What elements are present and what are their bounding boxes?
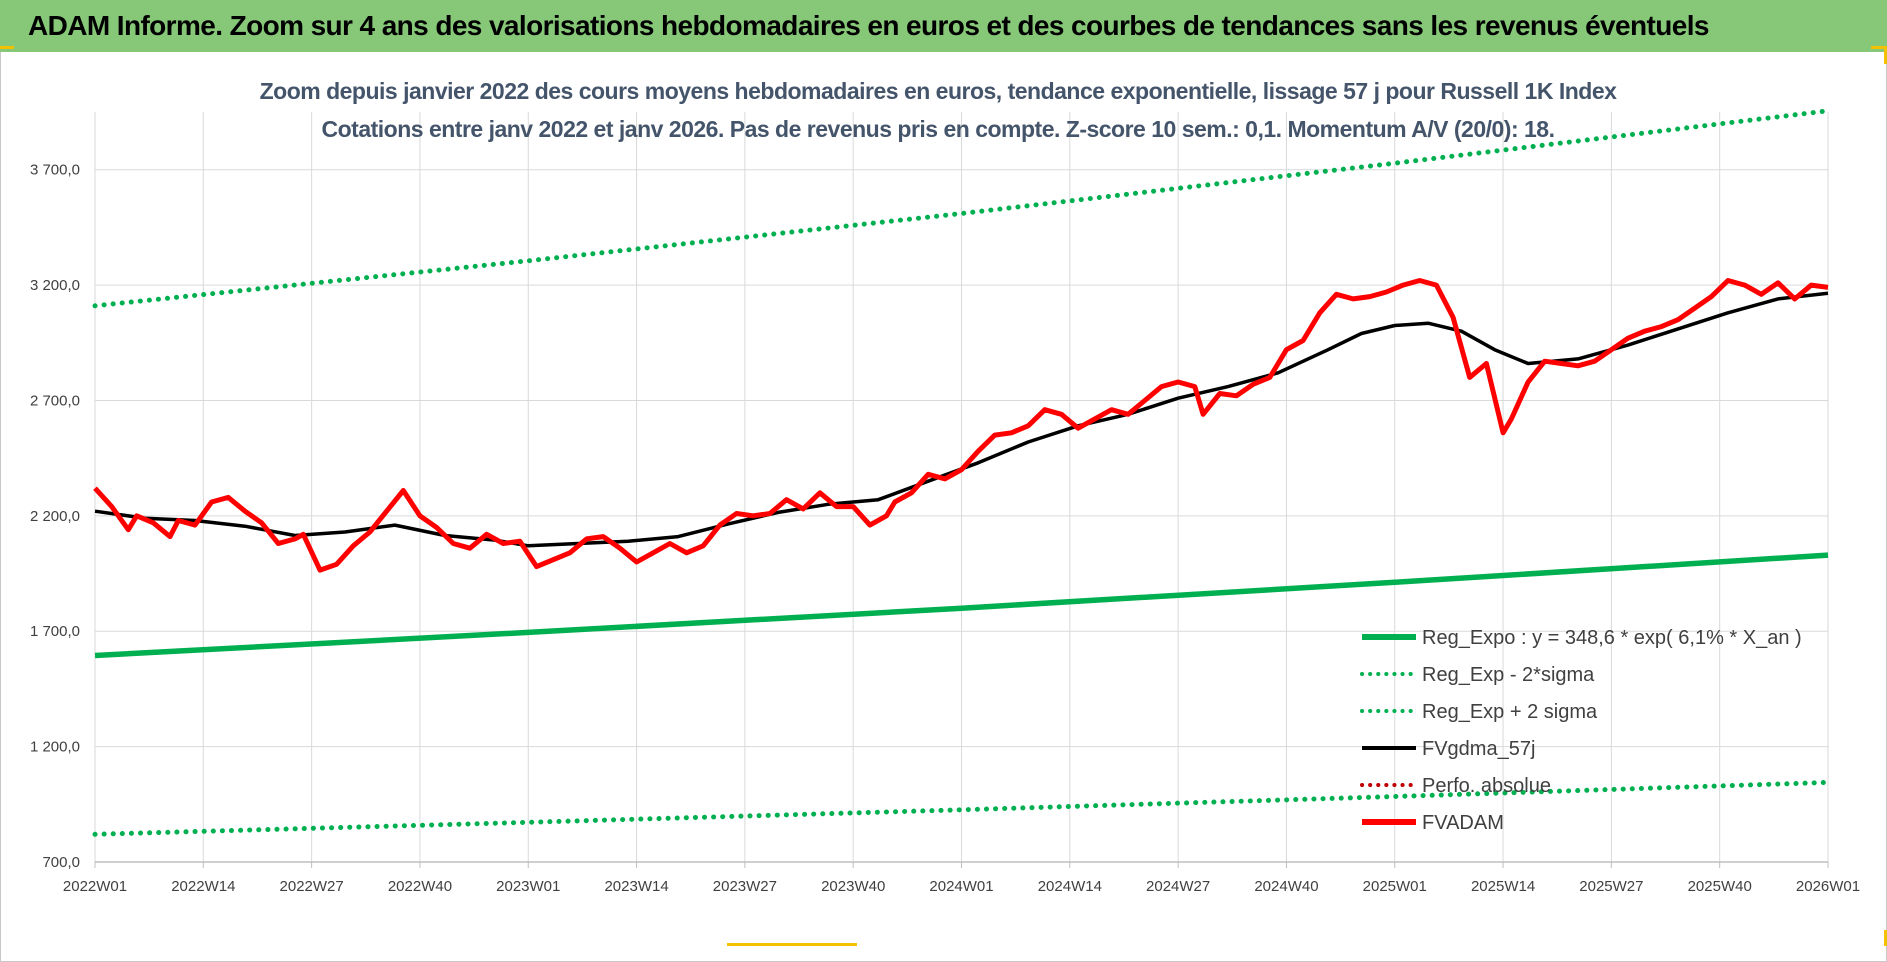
corner-mark-top-left xyxy=(0,46,14,49)
x-tick-label: 2022W40 xyxy=(388,878,452,895)
x-tick-label: 2022W01 xyxy=(63,878,127,895)
series-line-3 xyxy=(94,291,1829,548)
y-tick-label: 700,0 xyxy=(42,854,80,871)
legend-label: FVgdma_57j xyxy=(1422,738,1535,760)
vertical-gridlines xyxy=(94,112,1829,868)
series-line-1 xyxy=(92,779,1831,837)
x-tick-label: 2022W14 xyxy=(171,878,235,895)
y-tick-label: 2 700,0 xyxy=(30,392,80,409)
y-axis-ticks: 700,0 1 200,0 1 700,0 2 200,0 2 700,0 3 200,0… xyxy=(30,162,80,871)
x-tick-label: 2022W27 xyxy=(280,878,344,895)
x-tick-label: 2026W01 xyxy=(1796,878,1860,895)
x-axis-ticks: 2022W01 2022W14 2022W27 2022W40 2023W01 2023W… xyxy=(63,878,1860,895)
corner-mark-bottom-center xyxy=(727,943,857,946)
series-layer xyxy=(92,108,1831,837)
y-tick-label: 2 200,0 xyxy=(30,508,80,525)
chart-legend: Reg_Expo : y = 348,6 * exp( 6,1% * X_an … xyxy=(1360,627,1802,834)
corner-mark-top-right xyxy=(1871,46,1885,49)
x-tick-label: 2024W40 xyxy=(1254,878,1318,895)
legend-label: Perfo. absolue xyxy=(1422,775,1551,797)
y-tick-label: 3 700,0 xyxy=(30,162,80,179)
y-tick-label: 3 200,0 xyxy=(30,277,80,294)
x-tick-label: 2024W01 xyxy=(929,878,993,895)
x-tick-label: 2024W27 xyxy=(1146,878,1210,895)
series-line-0 xyxy=(94,552,1829,659)
x-tick-label: 2025W14 xyxy=(1471,878,1535,895)
legend-label: Reg_Exp - 2*sigma xyxy=(1422,664,1595,686)
x-tick-label: 2023W01 xyxy=(496,878,560,895)
series-line-2 xyxy=(92,108,1831,309)
report-banner: ADAM Informe. Zoom sur 4 ans des valoris… xyxy=(0,0,1887,52)
legend-label: Reg_Expo : y = 348,6 * exp( 6,1% * X_an … xyxy=(1422,627,1802,649)
x-tick-label: 2025W01 xyxy=(1363,878,1427,895)
legend-label: Reg_Exp + 2 sigma xyxy=(1422,701,1598,723)
x-tick-label: 2023W14 xyxy=(604,878,668,895)
series-line-5 xyxy=(93,278,1829,573)
x-tick-label: 2025W27 xyxy=(1579,878,1643,895)
x-tick-label: 2023W27 xyxy=(713,878,777,895)
corner-mark-right-edge xyxy=(1884,46,1887,64)
y-tick-label: 1 700,0 xyxy=(30,623,80,640)
legend-label: FVADAM xyxy=(1422,812,1504,834)
chart-subtitle: Cotations entre janv 2022 et janv 2026. … xyxy=(322,116,1555,142)
chart-title: Zoom depuis janvier 2022 des cours moyen… xyxy=(260,78,1618,104)
report-title: ADAM Informe. Zoom sur 4 ans des valoris… xyxy=(28,10,1709,41)
x-tick-label: 2024W14 xyxy=(1038,878,1102,895)
x-tick-label: 2025W40 xyxy=(1688,878,1752,895)
x-tick-label: 2023W40 xyxy=(821,878,885,895)
corner-mark-bottom-right xyxy=(1884,930,1887,946)
y-tick-label: 1 200,0 xyxy=(30,739,80,756)
